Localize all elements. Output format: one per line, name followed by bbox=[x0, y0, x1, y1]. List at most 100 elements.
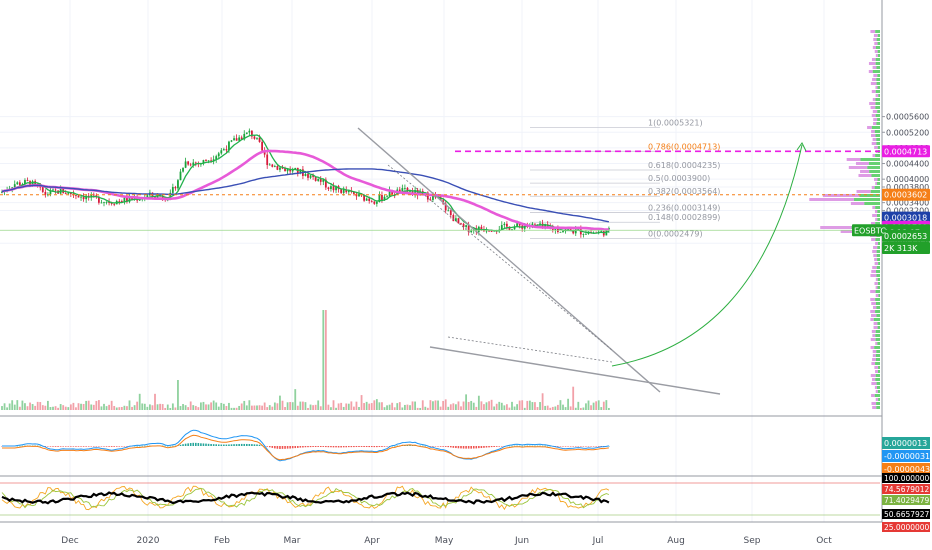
macd-hist-109 bbox=[279, 446, 281, 449]
macd-hist-115 bbox=[294, 446, 297, 449]
fib-label-5: 0.236(0.0003149) bbox=[648, 203, 720, 212]
macd-hist-213 bbox=[544, 445, 546, 447]
candle-body-107 bbox=[273, 165, 276, 167]
candle-body-102 bbox=[261, 141, 263, 151]
volume-bar-233 bbox=[595, 401, 598, 410]
candle-body-92 bbox=[235, 138, 238, 141]
vp-down-286 bbox=[875, 286, 878, 289]
volume-bar-196 bbox=[500, 402, 503, 410]
volume-bar-217 bbox=[554, 406, 557, 410]
macd-hist-38 bbox=[98, 446, 100, 447]
vp-up-50 bbox=[877, 50, 880, 53]
volume-bar-86 bbox=[220, 402, 223, 410]
volume-bar-13 bbox=[34, 405, 37, 410]
support-trendline-lower bbox=[429, 346, 721, 395]
volume-bar-224 bbox=[572, 386, 575, 410]
macd-hist-160 bbox=[409, 445, 411, 446]
vp-down-302 bbox=[871, 302, 876, 305]
volume-bar-71 bbox=[182, 404, 184, 410]
candle-body-74 bbox=[189, 164, 192, 166]
candle-body-202 bbox=[516, 223, 518, 227]
volume-bar-64 bbox=[164, 407, 167, 410]
vp-down-78 bbox=[872, 78, 877, 81]
macd-hist-149 bbox=[381, 446, 383, 447]
volume-bar-77 bbox=[197, 407, 200, 410]
macd-hist-84 bbox=[215, 444, 217, 446]
volume-bar-93 bbox=[238, 405, 241, 410]
volume-bar-106 bbox=[271, 406, 274, 410]
vp-up-370 bbox=[877, 370, 880, 373]
candle-body-198 bbox=[506, 223, 508, 227]
volume-bar-65 bbox=[166, 404, 169, 410]
macd-hist-209 bbox=[534, 445, 536, 447]
volume-bar-80 bbox=[205, 404, 207, 410]
volume-bar-21 bbox=[54, 406, 57, 410]
volume-bar-166 bbox=[424, 406, 427, 410]
macd-hist-166 bbox=[424, 445, 427, 447]
candle-body-66 bbox=[169, 192, 172, 200]
macd-hist-172 bbox=[439, 446, 442, 447]
volume-bar-200 bbox=[511, 401, 513, 410]
volume-bar-198 bbox=[506, 404, 508, 410]
candle-body-131 bbox=[335, 186, 337, 191]
candle-body-122 bbox=[312, 175, 314, 177]
rsi-badge-bg-2 bbox=[882, 495, 930, 505]
volume-bar-107 bbox=[273, 402, 276, 410]
macd-hist-66 bbox=[169, 445, 172, 447]
volume-bar-204 bbox=[521, 400, 524, 410]
volume-bar-94 bbox=[240, 403, 243, 410]
vp-up-318 bbox=[873, 318, 880, 321]
vp-up-106 bbox=[875, 106, 880, 109]
vp-up-174 bbox=[871, 174, 880, 177]
fibonacci-retracement: 1(0.0005321) 0.786(0.0004713) 0.618(0.0004… bbox=[530, 119, 720, 240]
macd-hist-94 bbox=[240, 443, 243, 446]
candle-body-83 bbox=[212, 159, 215, 162]
macd-hist-17 bbox=[44, 446, 47, 447]
macd-hist-29 bbox=[75, 446, 77, 447]
volume-bar-153 bbox=[391, 402, 394, 410]
volume-bar-19 bbox=[49, 406, 52, 410]
volume-bar-95 bbox=[243, 400, 246, 410]
volume-bar-225 bbox=[574, 407, 577, 410]
candle-body-111 bbox=[284, 168, 286, 172]
macd-hist-231 bbox=[590, 446, 592, 447]
vp-up-274 bbox=[876, 274, 880, 277]
macd-hist-123 bbox=[314, 446, 317, 448]
price-badge-label-8: 2K 313K bbox=[884, 244, 918, 253]
vp-up-214 bbox=[876, 214, 880, 217]
price-badge-label-7: EOSBTC bbox=[854, 226, 886, 235]
candle-body-0 bbox=[1, 191, 3, 193]
time-axis[interactable]: Dec 2020 Feb Mar Apr May Jun Jul Aug Sep Oct bbox=[0, 523, 882, 550]
macd-hist-208 bbox=[531, 445, 534, 447]
macd-hist-186 bbox=[475, 446, 478, 449]
macd-panel[interactable] bbox=[1, 429, 610, 462]
macd-hist-76 bbox=[195, 442, 197, 446]
trendline-drawings[interactable] bbox=[0, 127, 880, 395]
vp-up-382 bbox=[876, 382, 880, 385]
macd-hist-6 bbox=[16, 445, 19, 447]
volume-bar-35 bbox=[90, 404, 93, 410]
macd-hist-73 bbox=[187, 443, 189, 446]
volume-bar-113 bbox=[289, 401, 292, 410]
volume-bar-151 bbox=[386, 405, 388, 410]
vp-up-46 bbox=[875, 46, 880, 49]
month-label-6: Jun bbox=[514, 536, 529, 546]
macd-hist-46 bbox=[118, 446, 121, 447]
macd-hist-80 bbox=[205, 443, 207, 446]
vp-up-186 bbox=[874, 186, 880, 189]
volume-bar-51 bbox=[131, 406, 133, 410]
vp-up-118 bbox=[877, 118, 880, 121]
vp-down-114 bbox=[871, 114, 876, 117]
vp-down-66 bbox=[872, 66, 877, 69]
macd-hist-74 bbox=[189, 443, 192, 446]
candle-body-40 bbox=[103, 201, 105, 203]
rsi-panel[interactable] bbox=[0, 482, 880, 516]
volume-bar-222 bbox=[567, 398, 569, 410]
macd-hist-100 bbox=[256, 444, 258, 446]
volume-bar-173 bbox=[442, 400, 445, 410]
volume-bar-156 bbox=[398, 402, 401, 410]
macd-hist-173 bbox=[442, 446, 444, 447]
price-axis[interactable]: 0.00056000.00052000.00048000.00044000.00… bbox=[852, 0, 932, 550]
candle-body-145 bbox=[370, 200, 373, 202]
